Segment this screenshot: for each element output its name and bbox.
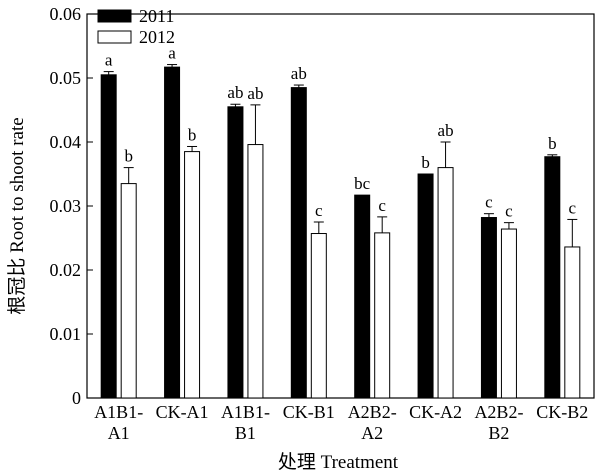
bar-2011-0 [100,74,117,399]
bar-2011-3 [290,87,307,399]
x-category-label: CK-A1 [156,402,209,422]
bar-2012-6 [500,228,517,399]
y-tick-label: 0.02 [50,260,82,280]
bar-2012-3 [310,233,327,399]
legend-swatch-2012 [97,30,132,44]
bar-2012-2 [247,144,264,399]
x-category-label: B2 [488,423,509,443]
bar-2011-7 [544,156,561,399]
x-category-label: A1B1- [94,402,143,422]
bar-2011-1 [164,66,181,399]
bar-2012-4 [374,232,391,399]
y-tick-label: 0 [72,388,81,408]
significance-label: a [168,44,176,63]
bar-2011-6 [480,217,497,399]
x-axis-label: 处理 Treatment [278,451,399,473]
y-tick-label: 0.06 [50,4,82,24]
significance-label: ab [291,64,307,83]
x-category-label: B1 [235,423,256,443]
bar-2012-0 [120,183,137,399]
bar-series [100,64,581,399]
x-category-label: A2 [361,423,383,443]
bar-2011-5 [417,173,434,399]
significance-label: a [105,51,113,70]
legend-label: 2011 [139,6,174,26]
significance-label: c [315,201,323,220]
plot-axes [86,13,595,399]
bar-2011-4 [354,194,371,399]
x-category-label: A2B2- [474,402,523,422]
x-category-label: A1B1- [221,402,270,422]
y-axis-ticks: 0 0.01 0.02 0.03 0.04 0.05 0.06 [50,4,93,408]
plot-frame [86,13,595,399]
x-category-label: A1 [108,423,130,443]
y-axis-label: 根冠比 Root to shoot rate [6,117,28,314]
y-tick-label: 0.05 [50,68,82,88]
significance-label: ab [438,121,454,140]
significance-label: c [569,198,577,217]
x-category-label: CK-A2 [409,402,462,422]
significance-label: c [378,196,386,215]
x-category-label: A2B2- [348,402,397,422]
significance-label: c [485,193,493,212]
significance-label: b [421,153,430,172]
bar-2012-7 [564,246,581,399]
bar-2012-1 [184,151,201,399]
legend-label: 2012 [139,27,175,47]
bar-2012-5 [437,167,454,399]
x-category-label: CK-B2 [536,402,588,422]
y-tick-label: 0.03 [50,196,82,216]
significance-label: bc [354,174,371,193]
legend-swatch-2011 [97,9,132,23]
significance-label: b [548,134,557,153]
significance-label: b [188,125,197,144]
significance-label: c [505,202,513,221]
significance-label: ab [227,83,243,102]
x-category-label: CK-B1 [283,402,335,422]
bar-2011-2 [227,106,244,399]
significance-label: b [124,147,133,166]
y-tick-label: 0.01 [50,324,82,344]
y-tick-label: 0.04 [50,132,82,152]
significance-label: ab [247,84,263,103]
